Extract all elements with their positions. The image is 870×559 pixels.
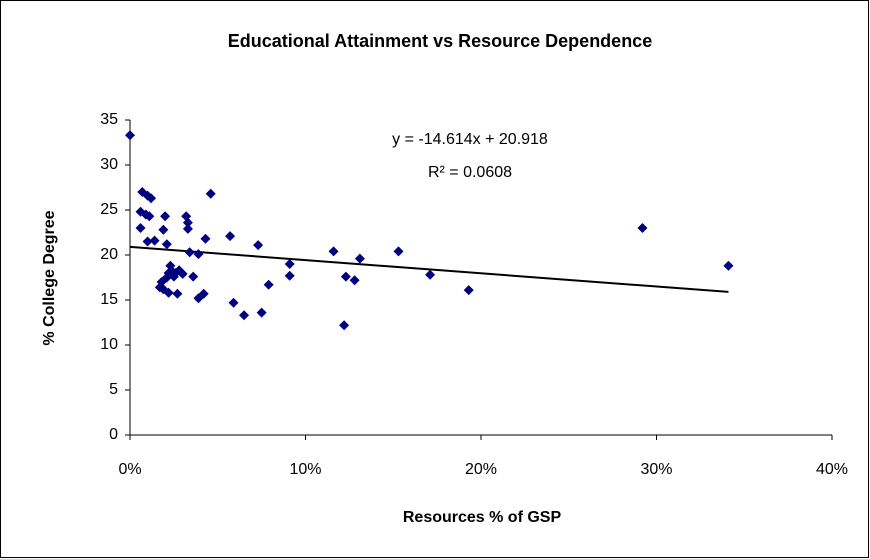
data-point	[637, 223, 648, 233]
data-point	[182, 223, 193, 234]
data-point	[284, 270, 295, 281]
data-point	[142, 236, 153, 247]
y-tick-label: 35	[100, 111, 118, 128]
data-point	[263, 279, 274, 290]
y-tick-label: 20	[100, 246, 118, 263]
x-axis-label: Resources % of GSP	[403, 509, 562, 526]
y-tick-label: 0	[109, 426, 118, 443]
data-point	[256, 307, 267, 318]
equation-label: y = -14.614x + 20.918	[392, 131, 548, 148]
data-point	[198, 288, 209, 299]
chart-title: Educational Attainment vs Resource Depen…	[228, 31, 652, 51]
y-tick-label: 30	[100, 156, 118, 173]
data-point	[225, 231, 236, 242]
data-point	[172, 288, 183, 299]
data-point	[284, 259, 295, 269]
data-point	[188, 271, 199, 282]
data-point	[723, 260, 734, 271]
y-tick-label: 25	[100, 201, 118, 218]
data-point	[200, 233, 211, 244]
data-point	[339, 320, 350, 331]
data-point	[146, 193, 157, 204]
data-point	[349, 275, 360, 286]
x-tick-label: 10%	[289, 461, 321, 478]
data-point	[149, 235, 160, 246]
x-tick-label: 0%	[118, 461, 141, 478]
y-axis-label: % College Degree	[41, 210, 58, 345]
data-point	[182, 217, 193, 228]
data-point	[135, 223, 146, 233]
x-tick-label: 30%	[640, 461, 672, 478]
data-point	[193, 249, 204, 260]
data-point	[161, 239, 172, 250]
data-point	[393, 246, 404, 257]
data-point	[340, 271, 351, 282]
data-point	[160, 211, 171, 222]
data-point	[125, 130, 135, 141]
data-point	[205, 188, 216, 199]
data-point	[425, 269, 436, 280]
x-tick-label: 20%	[465, 461, 497, 478]
data-point	[163, 287, 174, 298]
y-tick-label: 10	[100, 336, 118, 353]
data-point	[253, 240, 264, 251]
data-point	[463, 285, 474, 296]
r-squared-label: R² = 0.0608	[428, 164, 512, 181]
y-tick-label: 15	[100, 291, 118, 308]
data-point	[177, 268, 188, 279]
data-point	[328, 246, 339, 257]
y-tick-label: 5	[109, 381, 118, 398]
x-tick-label: 40%	[816, 461, 848, 478]
data-point	[184, 247, 195, 258]
data-point	[354, 253, 365, 264]
data-point	[239, 310, 250, 321]
data-point	[144, 211, 155, 222]
data-point	[158, 224, 169, 235]
data-point	[228, 297, 239, 308]
trendline	[129, 245, 729, 293]
